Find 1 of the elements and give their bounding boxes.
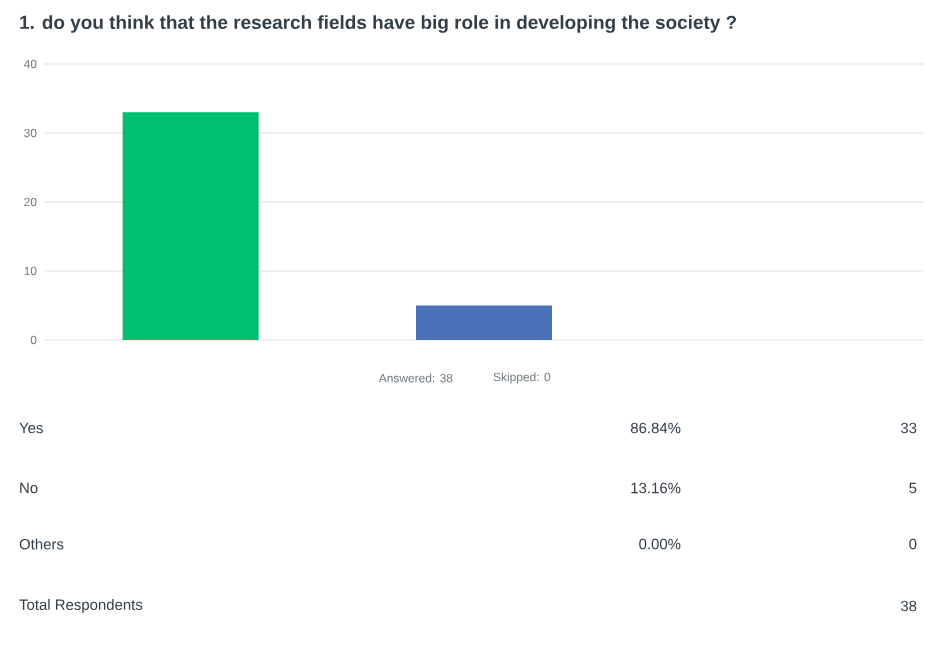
chart-title: 1. do you think that the research fields have big role in developing the society ? [20, 15, 737, 33]
